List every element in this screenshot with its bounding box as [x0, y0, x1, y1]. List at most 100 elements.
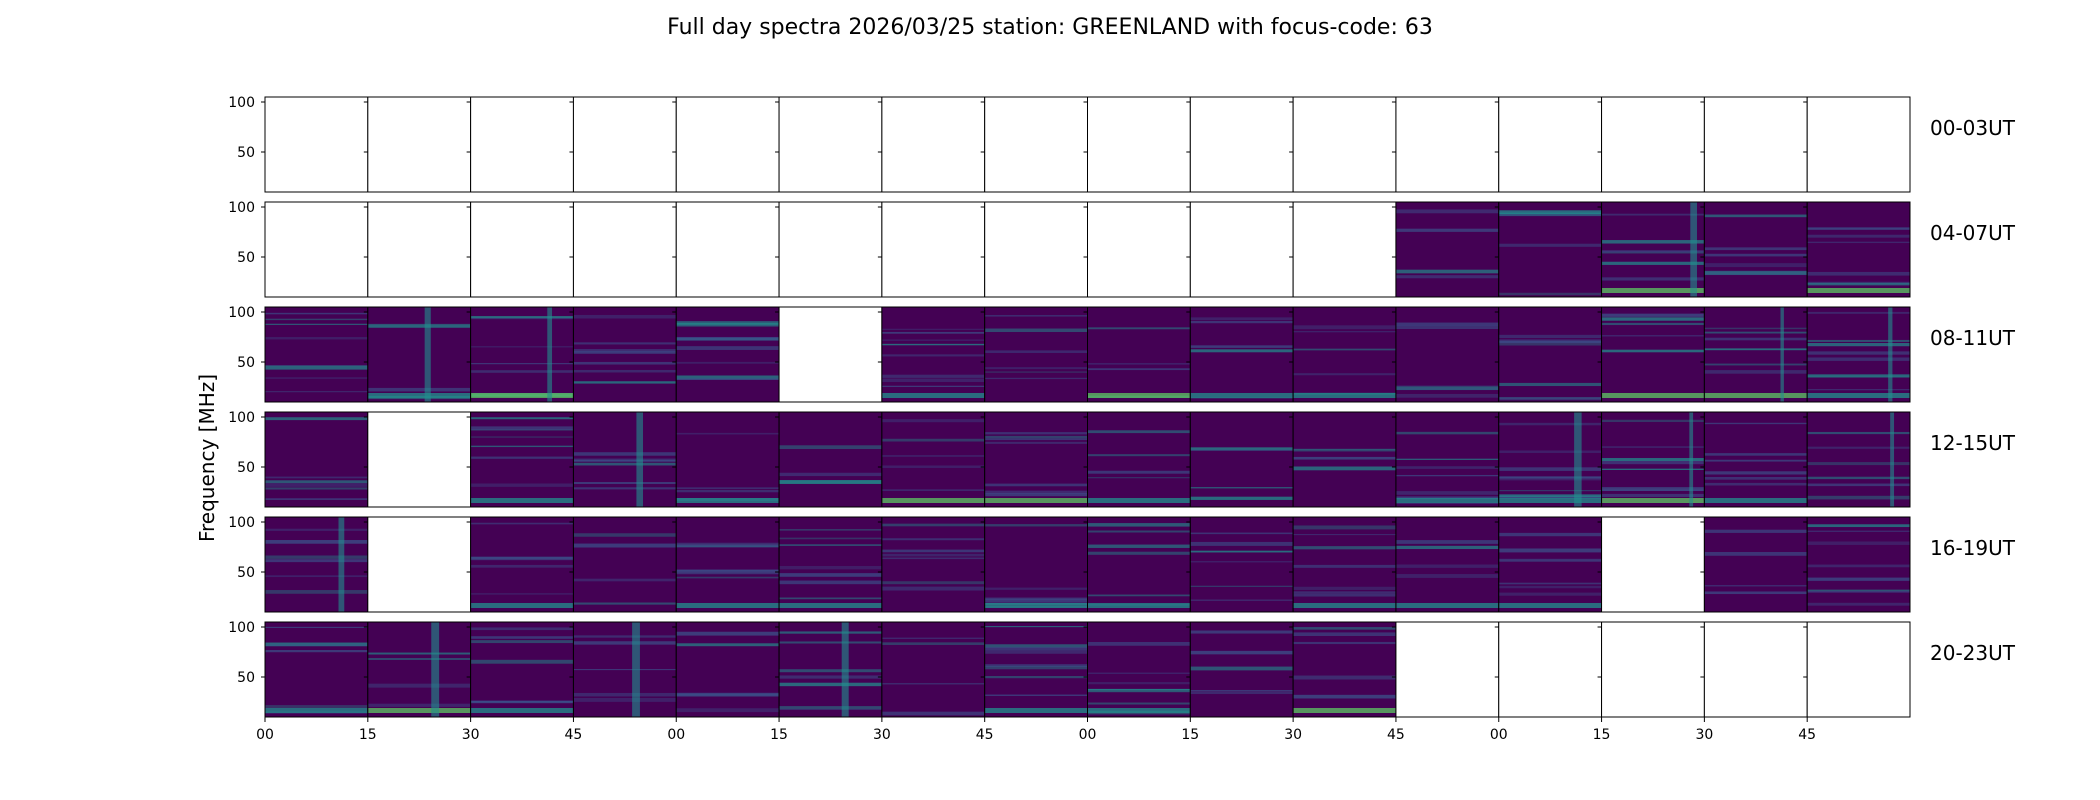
- spectrum-band: [1498, 212, 1602, 217]
- spectrum-band: [1498, 494, 1602, 498]
- empty-panel: [1498, 97, 1602, 192]
- spectrum-band: [573, 369, 677, 373]
- spectrum-band: [1601, 240, 1705, 244]
- empty-panel: [367, 412, 471, 507]
- spectrum-band: [1190, 345, 1294, 348]
- row-time-label: 20-23UT: [1930, 641, 2016, 665]
- spectrum-panel: [363, 411, 472, 508]
- spectrum-band: [265, 626, 368, 628]
- spectrum-panel: [980, 516, 1088, 613]
- spectrum-panel: [1494, 621, 1603, 718]
- spectrum-band: [676, 498, 780, 503]
- spectrum-band: [1395, 385, 1499, 387]
- spectrum-band: [573, 641, 677, 645]
- spectrum-panel: [1186, 411, 1294, 508]
- spectrum-panel: [569, 201, 677, 298]
- spectrum-band: [1498, 490, 1602, 492]
- spectrum-panel: [1803, 411, 1911, 508]
- spectrum-band: [1807, 227, 1910, 230]
- spectrum-band: [265, 377, 368, 379]
- spectrum-band: [470, 370, 574, 373]
- spectrum-background: [984, 622, 1088, 717]
- spectrum-background: [573, 412, 677, 507]
- spectrum-band: [1704, 331, 1808, 334]
- spectrum-band: [1293, 593, 1396, 597]
- spectrum-panel: [1083, 411, 1191, 508]
- spectrum-band: [1704, 214, 1808, 218]
- panel-frame: [1806, 306, 1911, 403]
- spectrum-band: [984, 675, 1088, 679]
- spectrum-band: [881, 374, 985, 378]
- spectrum-panel: [1083, 201, 1191, 298]
- spectrum-band: [573, 533, 677, 537]
- spectrum-panel: [877, 411, 986, 508]
- spectrum-background: [1498, 412, 1602, 507]
- spectrum-background: [470, 412, 574, 507]
- spectrum-band: [1087, 530, 1191, 533]
- spectrum-background: [881, 622, 985, 717]
- spectrum-panel: [775, 306, 883, 403]
- spectrum-band: [1293, 564, 1396, 568]
- spectrum-band: [470, 636, 574, 639]
- spectrum-band: [1601, 446, 1705, 448]
- spectrum-band: [1293, 603, 1396, 608]
- spectrum-panel: [1597, 621, 1705, 718]
- spectrum-band: [265, 483, 368, 487]
- spectrum-band: [1498, 334, 1602, 339]
- spectrum-band: [265, 528, 368, 531]
- spectrum-panel: [1803, 306, 1911, 403]
- spectrum-band: [1601, 458, 1705, 461]
- spectrum-background: [1087, 412, 1191, 507]
- spectrum-band: [881, 331, 985, 334]
- spectrum-band: [1395, 458, 1499, 460]
- spectrum-band: [984, 483, 1088, 487]
- spectrum-band: [470, 456, 574, 459]
- panel-frame: [1806, 201, 1911, 298]
- spectrum-band: [1293, 632, 1396, 636]
- spectrum-panel: [466, 201, 574, 298]
- y-tick-label: 50: [237, 355, 255, 371]
- spectrum-band: [1807, 357, 1910, 361]
- spectrum-band: [1807, 288, 1910, 293]
- spectrum-background: [676, 517, 780, 612]
- spectrum-background: [1601, 307, 1705, 402]
- spectrum-band: [676, 346, 780, 350]
- spectrum-band: [881, 455, 985, 457]
- spectrum-band: [265, 498, 368, 500]
- spectrum-panel: [1289, 516, 1397, 613]
- chart-title: Full day spectra 2026/03/25 station: GRE…: [667, 15, 1433, 40]
- x-tick-label: 15: [1181, 727, 1199, 743]
- spectrum-panel: [877, 96, 986, 193]
- spectrum-band: [1601, 460, 1705, 465]
- spectrum-band: [1807, 351, 1910, 355]
- spectrum-band: [1395, 386, 1499, 391]
- spectrum-band: [984, 315, 1088, 317]
- spectrum-band: [1293, 708, 1396, 713]
- spectrum-panel: [1186, 306, 1294, 403]
- spectrum-band: [1293, 325, 1396, 330]
- spectrum-band: [1190, 691, 1294, 695]
- spectrum-band: [1807, 541, 1910, 545]
- spectrum-band: [984, 664, 1088, 667]
- spectrum-band: [1807, 271, 1910, 276]
- spectrum-band: [470, 603, 574, 608]
- spectrum-band: [676, 322, 780, 327]
- spectrum-band: [1704, 591, 1808, 595]
- spectrum-band: [881, 549, 985, 553]
- spectrum-panel: [1803, 201, 1911, 298]
- empty-panel: [1395, 622, 1499, 717]
- spectrum-band: [1807, 374, 1910, 378]
- spectrum-band: [573, 692, 677, 697]
- spectrum-band: [1601, 277, 1705, 281]
- spectrum-burst: [632, 622, 640, 717]
- empty-panel: [881, 202, 985, 297]
- spectrum-band: [1087, 454, 1191, 457]
- spectrum-panel: [1494, 306, 1603, 403]
- spectrum-band: [367, 683, 471, 688]
- spectrum-band: [265, 705, 368, 709]
- spectrum-band: [1190, 541, 1294, 546]
- panel-frame: [1806, 96, 1911, 193]
- spectrum-band: [265, 559, 368, 563]
- spectrum-band: [1293, 627, 1396, 630]
- x-tick-label: 45: [1798, 727, 1816, 743]
